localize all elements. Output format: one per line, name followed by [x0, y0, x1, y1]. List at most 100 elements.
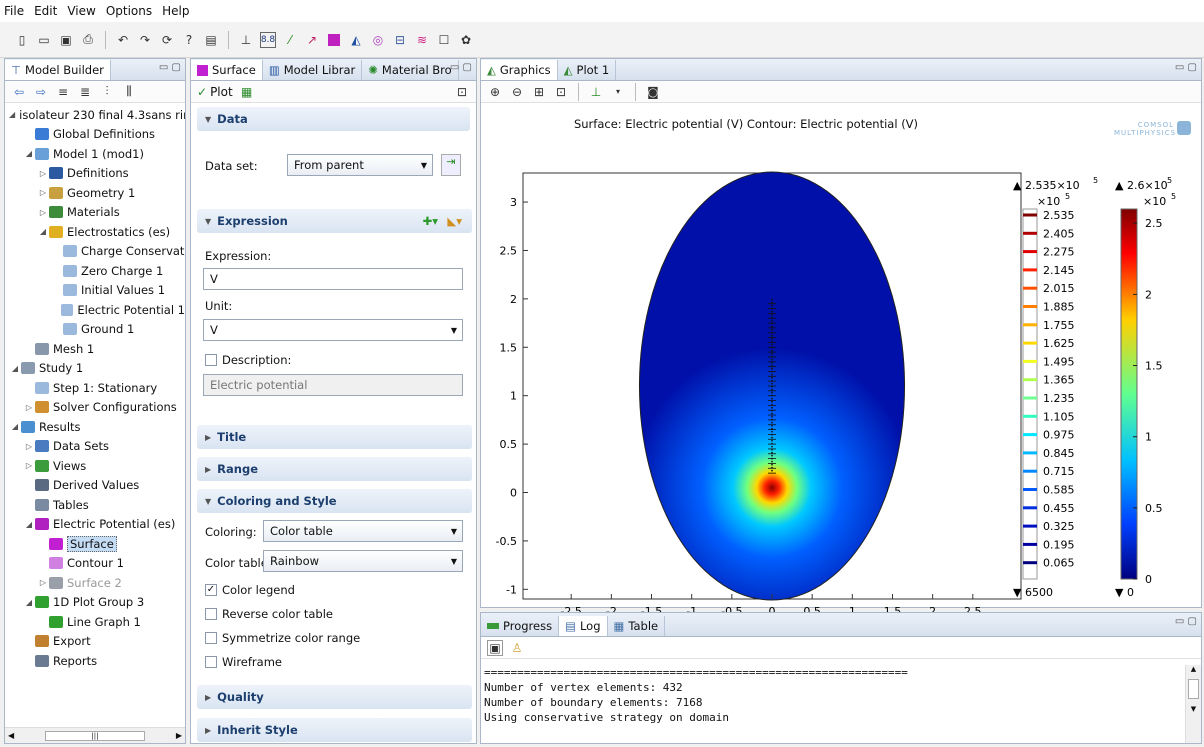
camera-icon[interactable]: ◙	[647, 84, 659, 99]
print-icon[interactable]: ⎙	[83, 32, 93, 46]
scroll-lock-icon[interactable]: ▣	[487, 639, 503, 656]
filter-icon[interactable]: ≣	[79, 84, 91, 99]
description-input[interactable]: Electric potential	[203, 374, 463, 396]
checkbox-symmetrize-color-range[interactable]: Symmetrize color range	[205, 631, 360, 645]
expand-arrow-icon[interactable]: ▷	[39, 168, 47, 178]
tab-model-builder[interactable]: ⊤ Model Builder	[5, 60, 111, 80]
plot-in-window-icon[interactable]: ▦	[241, 84, 253, 99]
collapse-arrow-icon[interactable]: ◢	[9, 110, 16, 120]
tab-graphics[interactable]: ◭ Graphics	[481, 60, 558, 80]
expand-icon[interactable]: ⫶	[105, 84, 109, 98]
tree-item[interactable]: ◢ Electrostatics (es)	[5, 222, 185, 242]
contour-plot-icon[interactable]: ◎	[372, 32, 384, 47]
tab-progress[interactable]: Progress	[481, 616, 560, 636]
tree-item[interactable]: Surface	[5, 534, 185, 554]
redo-icon[interactable]: ↷	[139, 32, 151, 47]
line-plot-icon[interactable]: ⁄	[288, 32, 291, 47]
section-expression[interactable]: ▼ Expression ✚▾ ◣▾	[197, 209, 472, 233]
checkbox-box[interactable]	[205, 608, 217, 620]
back-icon[interactable]: ⇦	[13, 84, 25, 99]
tree-item[interactable]: ▷ Views	[5, 456, 185, 476]
tree-item[interactable]: ◢ isolateur 230 final 4.3sans ring	[5, 105, 185, 125]
tree-item[interactable]: ▷ Data Sets	[5, 437, 185, 457]
expand-arrow-icon[interactable]: ▷	[25, 402, 33, 412]
tree-item[interactable]: Contour 1	[5, 554, 185, 574]
section-quality[interactable]: ▶ Quality	[197, 685, 472, 709]
dropdown-arrow-icon[interactable]: ▾	[615, 87, 620, 96]
color-table-select[interactable]: Rainbow	[263, 550, 463, 572]
scroll-right-icon[interactable]: ▶	[175, 731, 182, 740]
tree-item[interactable]: ◢ Model 1 (mod1)	[5, 144, 185, 164]
menu-help[interactable]: Help	[162, 4, 190, 18]
expand-arrow-icon[interactable]: ▷	[25, 441, 33, 451]
tree-item[interactable]: Tables	[5, 495, 185, 515]
physics-icon[interactable]: ⊥	[240, 32, 252, 47]
expand-arrow-icon[interactable]: ▷	[39, 578, 47, 588]
derived-values-icon[interactable]: 8.8	[260, 31, 276, 48]
tree-item[interactable]: Export	[5, 632, 185, 652]
checkbox-wireframe[interactable]: Wireframe	[205, 655, 282, 669]
checkbox-box[interactable]	[205, 632, 217, 644]
zoom-out-icon[interactable]: ⊖	[511, 84, 523, 99]
horizontal-scrollbar[interactable]: ◀ ||| ▶	[5, 727, 185, 743]
undo-icon[interactable]: ↶	[117, 32, 129, 47]
tree-item[interactable]: ▷ Surface 2	[5, 573, 185, 593]
section-data[interactable]: ▼ Data	[197, 107, 470, 131]
checkbox-color-legend[interactable]: ✓ Color legend	[205, 583, 295, 597]
zoom-in-icon[interactable]: ⊕	[489, 84, 501, 99]
checkbox-box[interactable]	[205, 354, 217, 366]
tree-item[interactable]: Derived Values	[5, 476, 185, 496]
zoom-box-icon[interactable]: ⊞	[533, 84, 545, 99]
expand-arrow-icon[interactable]: ▷	[25, 461, 33, 471]
tree-item[interactable]: Mesh 1	[5, 339, 185, 359]
collapse-arrow-icon[interactable]: ◢	[11, 422, 19, 432]
axis-orientation-icon[interactable]: ⊥	[590, 84, 602, 99]
menu-file[interactable]: File	[4, 4, 25, 18]
scroll-thumb[interactable]: |||	[45, 730, 145, 741]
tree-item[interactable]: Electric Potential 1	[5, 300, 185, 320]
tree-item[interactable]: Line Graph 1	[5, 612, 185, 632]
section-range[interactable]: ▶ Range	[197, 457, 472, 481]
collapse-arrow-icon[interactable]: ◢	[25, 597, 33, 607]
data-set-select[interactable]: From parent	[287, 154, 433, 176]
minimize-maximize-icon[interactable]: ▭ ▢	[158, 62, 181, 73]
checkbox-box[interactable]: ✓	[205, 584, 217, 596]
surface-plot-icon[interactable]	[326, 32, 342, 48]
scroll-up-icon[interactable]: ▲	[1190, 665, 1197, 673]
expand-arrow-icon[interactable]: ▷	[39, 207, 47, 217]
tab-surface[interactable]: Surface	[191, 60, 263, 80]
tree-item[interactable]: Reports	[5, 651, 185, 671]
tree-item[interactable]: ▷ Materials	[5, 203, 185, 223]
menu-options[interactable]: Options	[105, 4, 153, 18]
settings-icon[interactable]: ✿	[460, 32, 472, 47]
info-icon[interactable]: ▤	[205, 32, 217, 47]
tree-item[interactable]: Global Definitions	[5, 125, 185, 145]
plot-canvas[interactable]: -2.5-2-1.5-1-0.500.511.522.532.521.510.5…	[481, 129, 1201, 629]
coloring-select[interactable]: Color table	[263, 520, 463, 542]
streamline-icon[interactable]: ≋	[416, 32, 428, 47]
collapse-arrow-icon[interactable]: ◢	[25, 149, 33, 159]
checkbox-reverse-color-table[interactable]: Reverse color table	[205, 607, 333, 621]
refresh-icon[interactable]: ⟳	[161, 32, 173, 47]
minimize-maximize-icon[interactable]: ▭ ▢	[449, 62, 472, 73]
tree-item[interactable]: ▷ Solver Configurations	[5, 398, 185, 418]
tab-plot-1[interactable]: ◭ Plot 1	[558, 60, 617, 80]
plot-button[interactable]: ✓ Plot	[197, 84, 233, 99]
tab-material-browser[interactable]: ✺ Material Bro	[362, 60, 459, 80]
arrow-plot-icon[interactable]: ↗	[306, 32, 318, 47]
unit-select[interactable]: V	[203, 319, 463, 341]
collapse-icon[interactable]: ⫼	[126, 84, 132, 98]
tab-table[interactable]: ▦ Table	[608, 616, 666, 636]
tree-item[interactable]: Charge Conservat	[5, 242, 185, 262]
go-to-source-icon[interactable]: ⇥	[441, 154, 461, 176]
tab-model-library[interactable]: ▥ Model Librar	[263, 60, 363, 80]
tree-item[interactable]: ▷ Definitions	[5, 164, 185, 184]
tree-item[interactable]: ◢ Results	[5, 417, 185, 437]
help-book-icon[interactable]: ⊡	[456, 84, 468, 99]
expression-input[interactable]: V	[203, 268, 463, 290]
section-title[interactable]: ▶ Title	[197, 425, 472, 449]
collapse-arrow-icon[interactable]: ◢	[11, 363, 19, 373]
description-checkbox[interactable]: Description:	[205, 353, 291, 367]
tree-item[interactable]: Step 1: Stationary	[5, 378, 185, 398]
tree-item[interactable]: ◢ 1D Plot Group 3	[5, 593, 185, 613]
